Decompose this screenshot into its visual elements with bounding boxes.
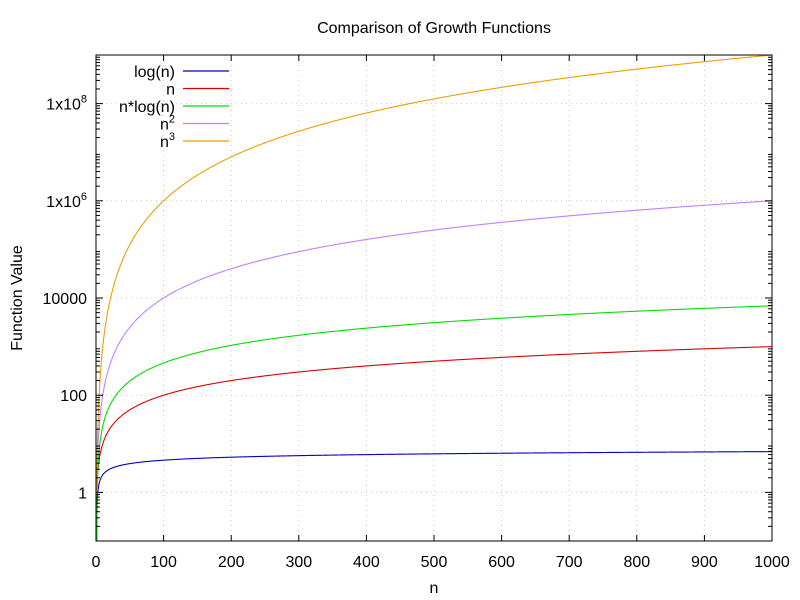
legend-label: n3 xyxy=(160,131,175,151)
x-tick-label: 700 xyxy=(556,554,583,571)
y-axis-label: Function Value xyxy=(9,245,26,351)
series-line-log xyxy=(96,451,772,541)
x-tick-label: 0 xyxy=(92,554,101,571)
plot-frame xyxy=(95,54,773,542)
x-tick-label: 100 xyxy=(150,554,177,571)
series-group xyxy=(96,55,772,541)
x-tick-label: 200 xyxy=(218,554,245,571)
x-tick-label: 1000 xyxy=(754,554,790,571)
series-line-n2 xyxy=(96,200,772,493)
y-tick-label: 1x108 xyxy=(46,94,87,114)
x-tick-label: 800 xyxy=(623,554,650,571)
y-tick-label: 1x106 xyxy=(46,191,87,211)
y-tick-label: 1 xyxy=(78,485,87,502)
series-line-nlogn xyxy=(96,305,772,541)
y-tick-labels: 1 100 10000 1x106 1x108 xyxy=(43,94,88,503)
legend-label: log(n) xyxy=(134,64,175,81)
x-tick-label: 900 xyxy=(691,554,718,571)
legend-label: n xyxy=(166,82,175,99)
x-axis-label: n xyxy=(430,580,439,597)
y-tick-label: 100 xyxy=(60,388,87,405)
legend-label: n2 xyxy=(160,114,175,134)
series-line-n xyxy=(96,346,772,493)
x-tick-labels: 0 100 200 300 400 500 600 700 800 900 1000 xyxy=(92,554,790,571)
x-tick-label: 400 xyxy=(353,554,380,571)
y-tick-label: 10000 xyxy=(43,291,88,308)
ticks-group xyxy=(95,55,773,541)
legend-label: n*log(n) xyxy=(119,99,175,116)
series-line-n3 xyxy=(96,55,772,493)
x-tick-label: 500 xyxy=(421,554,448,571)
x-tick-label: 600 xyxy=(488,554,515,571)
chart-title: Comparison of Growth Functions xyxy=(317,20,551,37)
x-tick-label: 300 xyxy=(285,554,312,571)
grid xyxy=(96,55,772,541)
